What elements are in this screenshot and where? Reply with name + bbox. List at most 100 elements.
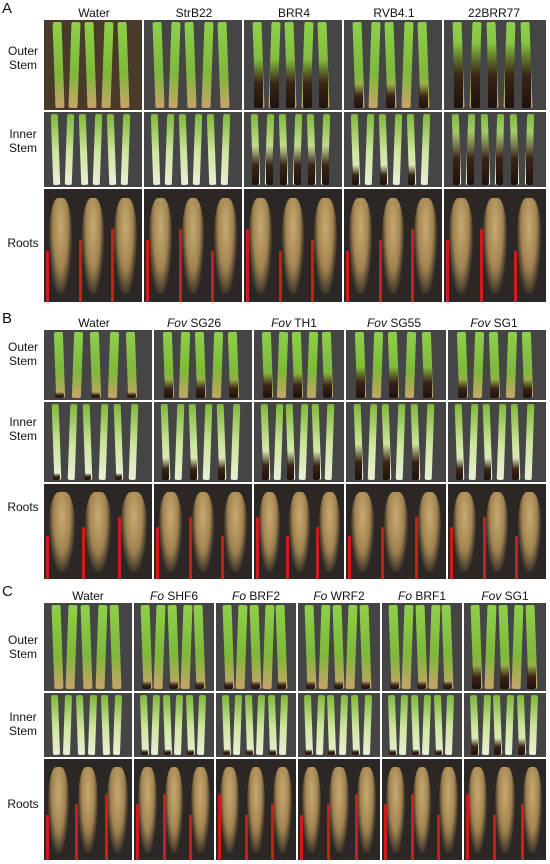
photo-cell-a-inner-1	[44, 112, 142, 187]
root-clump	[121, 491, 147, 573]
photo-cell-a-outer-1	[44, 20, 142, 110]
row-label-inner-stem-b-text: Inner Stem	[8, 415, 37, 443]
photo-cell-a-inner-2	[144, 112, 242, 187]
column-header-fov-sg1-b-prefix: Fov	[470, 316, 491, 330]
root-clump	[214, 198, 238, 295]
photo-cell-c-inner-5	[382, 693, 462, 757]
root-clump	[417, 491, 441, 573]
stem-lesion	[484, 458, 492, 480]
photo-cell-a-roots-3	[244, 189, 342, 302]
photo-cell-b-inner-5	[448, 402, 546, 482]
scale-bar	[286, 536, 289, 579]
photo-cell-a-roots-4	[344, 189, 442, 302]
stem-lesion	[388, 749, 396, 755]
photo-cell-a-outer-2	[144, 20, 242, 110]
column-header-fo-shf6-name: SHF6	[164, 589, 199, 603]
column-header-water-b: Water	[44, 316, 144, 330]
stem-lesion	[294, 144, 302, 185]
scale-bar	[520, 804, 524, 860]
stem-lesion	[505, 43, 515, 108]
stem-lesion	[306, 681, 316, 689]
stem-lesion	[323, 372, 332, 398]
row-label-roots-c-text: Roots	[7, 797, 39, 811]
stem-piece	[362, 694, 372, 756]
photo-cell-c-roots-6	[464, 759, 546, 860]
panel-letter-b: B	[2, 310, 13, 327]
stem-lesion	[471, 43, 481, 108]
row-label-roots-b: Roots	[4, 500, 42, 514]
stem-lesion	[499, 665, 509, 689]
stem-lesion	[523, 379, 533, 398]
photo-cell-b-outer-4	[346, 330, 446, 400]
photo-cell-c-outer-4	[298, 603, 380, 691]
stem-lesion	[90, 391, 100, 398]
photo-cell-c-inner-1	[44, 693, 132, 757]
stem-lesion	[308, 144, 316, 185]
stem-lesion	[222, 749, 230, 755]
scale-bar	[111, 228, 115, 302]
root-clump	[246, 767, 266, 853]
stem-lesion	[354, 444, 362, 480]
stem-lesion	[351, 749, 359, 755]
root-clump	[77, 767, 99, 853]
scale-bar	[354, 794, 358, 860]
column-header-fo-brf2-prefix: Fo	[231, 589, 246, 603]
scale-bar	[411, 228, 415, 302]
scale-bar	[256, 517, 259, 579]
scale-bar	[327, 804, 331, 860]
column-header-water-c-name: Water	[72, 589, 104, 603]
stem-lesion	[389, 366, 399, 398]
photo-cell-a-inner-3	[244, 112, 342, 187]
root-clump	[191, 491, 215, 573]
photo-cell-a-inner-5	[444, 112, 546, 187]
photo-cell-c-outer-3	[216, 603, 296, 691]
stem-piece	[433, 694, 443, 756]
column-header-water-b-name: Water	[78, 316, 110, 330]
column-header-fov-sg1-b-name: SG1	[490, 316, 518, 330]
stem-lesion	[333, 681, 343, 689]
root-clump	[485, 491, 509, 573]
stem-lesion	[411, 749, 419, 755]
stem-lesion	[319, 59, 329, 108]
photo-cell-c-roots-1	[44, 759, 132, 860]
photo-cell-a-outer-3	[244, 20, 342, 110]
scale-bar	[82, 526, 85, 579]
root-clump	[302, 767, 322, 853]
photo-cell-b-outer-5	[448, 330, 546, 400]
row-label-roots-a: Roots	[4, 236, 42, 250]
stem-lesion	[454, 43, 464, 108]
column-header-fo-wrf2: Fo WRF2	[298, 589, 380, 603]
stem-lesion	[517, 737, 525, 755]
column-header-fo-wrf2-name: WRF2	[327, 589, 365, 603]
scale-bar	[410, 794, 414, 860]
root-clump	[452, 491, 476, 573]
scale-bar	[46, 536, 49, 579]
root-clump	[384, 491, 408, 573]
stem-lesion	[471, 737, 479, 755]
scale-bar	[211, 251, 215, 302]
photo-cell-c-outer-6	[464, 603, 546, 691]
stem-lesion	[511, 131, 519, 185]
photo-cell-b-outer-2	[154, 330, 252, 400]
scale-bar	[414, 517, 418, 579]
stem-lesion	[526, 665, 536, 689]
stem-lesion	[287, 451, 295, 480]
stem-lesion	[286, 59, 296, 108]
stem-piece	[185, 694, 195, 756]
stem-lesion	[456, 458, 464, 480]
stem-lesion	[270, 59, 280, 108]
root-clump	[248, 198, 272, 295]
stem-piece	[371, 331, 383, 399]
column-header-fov-sg1-c: Fov SG1	[464, 589, 546, 603]
column-header-fo-brf2-name: BRF2	[246, 589, 281, 603]
photo-cell-a-inner-4	[344, 112, 442, 187]
stem-lesion	[525, 131, 533, 185]
root-clump	[483, 198, 507, 295]
stem-lesion	[163, 749, 171, 755]
scale-bar	[271, 804, 275, 860]
stem-lesion	[229, 379, 239, 398]
stem-lesion	[190, 458, 198, 480]
scale-bar	[188, 517, 192, 579]
stem-lesion	[481, 131, 489, 185]
stem-lesion	[488, 43, 498, 108]
